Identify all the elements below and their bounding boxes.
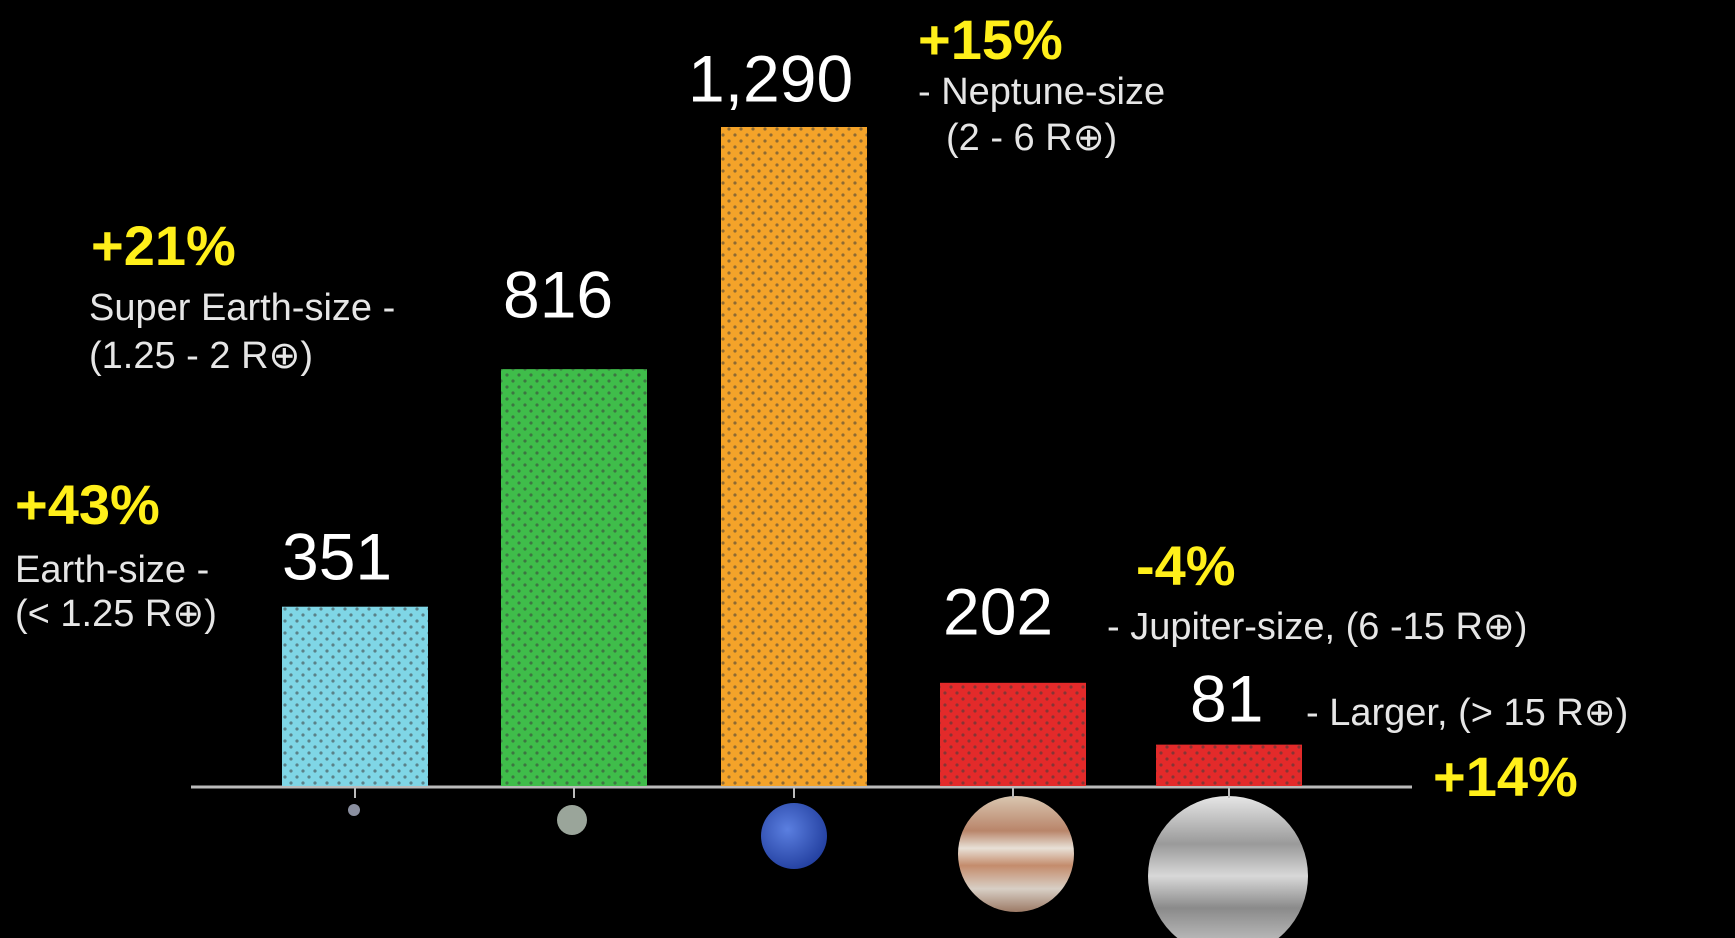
change-label: +14%	[1433, 745, 1578, 808]
bar-texture	[501, 369, 647, 786]
category-label: - Jupiter-size, (6 -15 R⊕)	[1107, 606, 1527, 648]
planet-icon	[761, 803, 827, 869]
bar-texture	[940, 682, 1086, 786]
category-label: Earth-size -	[15, 549, 209, 591]
planet-icon	[1148, 796, 1308, 938]
change-label: +43%	[15, 473, 160, 536]
value-label: 1,290	[688, 41, 853, 115]
value-label: 351	[282, 519, 392, 593]
change-label: -4%	[1136, 534, 1236, 597]
planet-icon	[348, 804, 360, 816]
planet-icon	[557, 805, 587, 835]
bar-texture	[282, 606, 428, 786]
category-sublabel: (2 - 6 R⊕)	[946, 117, 1117, 159]
bar-texture	[721, 127, 867, 786]
category-label: Super Earth-size -	[89, 287, 395, 329]
change-label: +15%	[918, 8, 1063, 71]
category-sublabel: (1.25 - 2 R⊕)	[89, 335, 313, 377]
value-label: 816	[503, 257, 613, 331]
bar-texture	[1156, 744, 1302, 786]
category-sublabel: (< 1.25 R⊕)	[15, 593, 217, 635]
category-label: - Larger, (> 15 R⊕)	[1306, 692, 1628, 734]
category-label: - Neptune-size	[918, 71, 1165, 113]
planet-icon	[958, 796, 1074, 912]
value-label: 81	[1190, 661, 1263, 735]
change-label: +21%	[91, 214, 236, 277]
value-label: 202	[943, 574, 1053, 648]
